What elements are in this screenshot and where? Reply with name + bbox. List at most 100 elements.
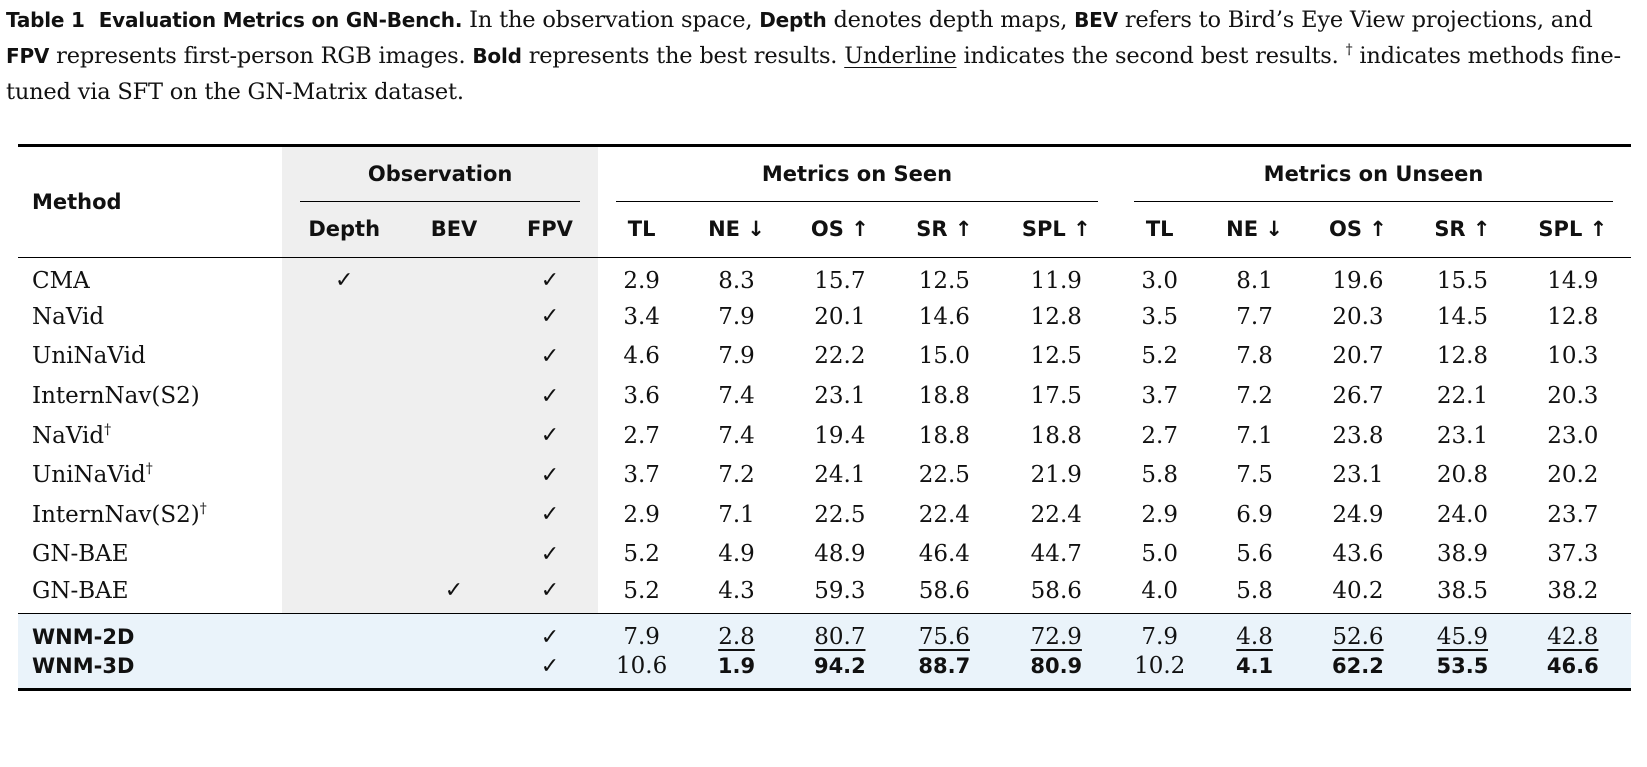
unseen-ne-cell: 5.6 (1236, 541, 1273, 568)
depth-check (282, 376, 407, 416)
method-label: NaVid (32, 303, 105, 330)
seen-tl-cell: 2.7 (623, 422, 660, 449)
baseline-rows: CMA ✓ ✓ 2.9 8.3 15.7 12.5 11.9 3.0 8.1 19.6 15.5 14.… (18, 257, 1631, 614)
depth-check (282, 415, 407, 456)
method-label: InternNav(S2) (32, 501, 200, 528)
unseen-tl-cell: 3.5 (1141, 303, 1178, 330)
header-seen-ne: NE ↓ (708, 217, 765, 242)
unseen-os-cell: 24.9 (1332, 501, 1384, 528)
depth-check (282, 336, 407, 377)
seen-ne-cell: 4.3 (718, 577, 755, 604)
fpv-check: ✓ (501, 495, 598, 535)
bev-check (406, 376, 502, 416)
method-label: UniNaVid (32, 343, 146, 370)
unseen-spl-cell: 38.2 (1547, 577, 1599, 604)
header-observation: Observation (282, 145, 598, 202)
header-fpv: FPV (501, 201, 598, 258)
unseen-os-cell: 62.2 (1305, 651, 1411, 690)
seen-sr-cell: 88.7 (892, 651, 997, 690)
method-dagger: † (145, 461, 153, 478)
method-name: UniNaVid† (18, 455, 282, 495)
unseen-ne-cell: 7.1 (1236, 422, 1273, 449)
table-row: UniNaVid ✓ 4.6 7.9 22.2 15.0 12.5 5.2 7.8 20.7 12.… (18, 336, 1631, 377)
unseen-os-cell: 23.1 (1332, 462, 1384, 489)
unseen-tl-cell: 3.7 (1141, 383, 1178, 410)
seen-ne-cell: 7.4 (718, 422, 755, 449)
metric-value: 10.2 (1134, 653, 1186, 680)
header-metrics-seen: Metrics on Seen (598, 146, 1116, 202)
seen-os-cell: 20.1 (814, 303, 866, 330)
seen-sr-cell: 15.0 (918, 343, 970, 370)
unseen-sr-cell: 38.5 (1436, 577, 1489, 604)
header-unseen-tl: TL (1145, 217, 1174, 242)
unseen-spl-cell: 46.6 (1514, 651, 1631, 690)
unseen-tl-cell: 3.0 (1141, 267, 1178, 294)
unseen-spl-cell: 14.9 (1547, 267, 1599, 294)
unseen-spl-cell: 23.7 (1547, 501, 1599, 528)
depth-check (282, 574, 407, 614)
unseen-tl-cell: 2.7 (1141, 422, 1178, 449)
seen-spl-cell: 12.8 (1030, 303, 1082, 330)
method-name: GN-BAE (18, 535, 282, 575)
unseen-spl-cell: 23.0 (1547, 422, 1599, 449)
header-metrics-unseen: Metrics on Unseen (1116, 146, 1631, 202)
metric-value: 45.9 (1436, 624, 1489, 651)
unseen-os-cell: 52.6 (1305, 613, 1411, 652)
metric-value: 62.2 (1332, 654, 1384, 679)
unseen-tl-cell: 10.2 (1115, 651, 1204, 690)
unseen-spl-cell: 20.3 (1547, 383, 1599, 410)
seen-tl-cell: 5.2 (623, 577, 660, 604)
seen-ne-cell: 7.2 (718, 462, 755, 489)
unseen-tl-cell: 2.9 (1141, 501, 1178, 528)
metric-value: 42.8 (1547, 624, 1599, 651)
unseen-spl-cell: 10.3 (1547, 343, 1599, 370)
method-name: GN-BAE (18, 574, 282, 614)
header-seen-spl: SPL ↑ (1021, 217, 1091, 242)
table-row: InternNav(S2) ✓ 3.6 7.4 23.1 18.8 17.5 3.7 7.2 26… (18, 376, 1631, 416)
fpv-check: ✓ (501, 257, 598, 298)
bev-check (406, 534, 502, 575)
caption-text-7: indicates methods fine-tuned via SFT on … (6, 43, 1621, 105)
seen-sr-cell: 18.8 (918, 422, 970, 449)
fpv-check: ✓ (501, 455, 598, 496)
header-depth: Depth (282, 201, 407, 258)
caption-depth: Depth (759, 8, 827, 32)
seen-ne-cell: 1.9 (685, 651, 788, 690)
seen-sr-cell: 12.5 (918, 267, 970, 294)
seen-sr-cell: 58.6 (918, 577, 970, 604)
caption-text-3: refers to Bird’s Eye View projections, a… (1117, 7, 1593, 33)
seen-os-cell: 80.7 (787, 613, 893, 652)
unseen-ne-cell: 7.5 (1236, 462, 1273, 489)
method-label: UniNaVid (32, 462, 146, 489)
depth-check (282, 534, 407, 575)
header-unseen-spl: SPL ↑ (1538, 217, 1608, 242)
bev-check (406, 415, 502, 456)
bev-check: ✓ (406, 574, 502, 614)
seen-os-cell: 94.2 (787, 651, 893, 690)
bev-check (406, 455, 502, 496)
fpv-check: ✓ (501, 651, 598, 690)
unseen-sr-cell: 15.5 (1436, 267, 1489, 294)
fpv-check: ✓ (501, 534, 598, 575)
seen-os-cell: 19.4 (814, 422, 866, 449)
seen-spl-cell: 17.5 (1030, 383, 1082, 410)
table-row: NaVid† ✓ 2.7 7.4 19.4 18.8 18.8 2.7 7.1 23.8 23.1 2… (18, 415, 1631, 456)
results-table: Method Observation Metrics on Seen Metri… (18, 144, 1631, 691)
seen-tl-cell: 4.6 (623, 343, 660, 370)
metric-value: 10.6 (616, 653, 668, 680)
metric-value: 1.9 (717, 654, 756, 679)
caption-title: Evaluation Metrics on GN-Bench. (98, 8, 463, 32)
unseen-ne-cell: 8.1 (1236, 267, 1273, 294)
unseen-sr-cell: 23.1 (1436, 422, 1489, 449)
unseen-sr-cell: 45.9 (1410, 613, 1515, 652)
fpv-check: ✓ (501, 336, 598, 377)
seen-ne-cell: 7.1 (718, 501, 755, 528)
caption-bold-word: Bold (472, 44, 522, 68)
method-dagger: † (199, 500, 207, 517)
header-seen-tl: TL (627, 217, 656, 242)
method-label: GN-BAE (32, 577, 129, 604)
method-name: NaVid† (18, 416, 282, 456)
bev-check (406, 297, 502, 337)
unseen-sr-cell: 20.8 (1436, 462, 1489, 489)
method-dagger: † (104, 421, 112, 438)
